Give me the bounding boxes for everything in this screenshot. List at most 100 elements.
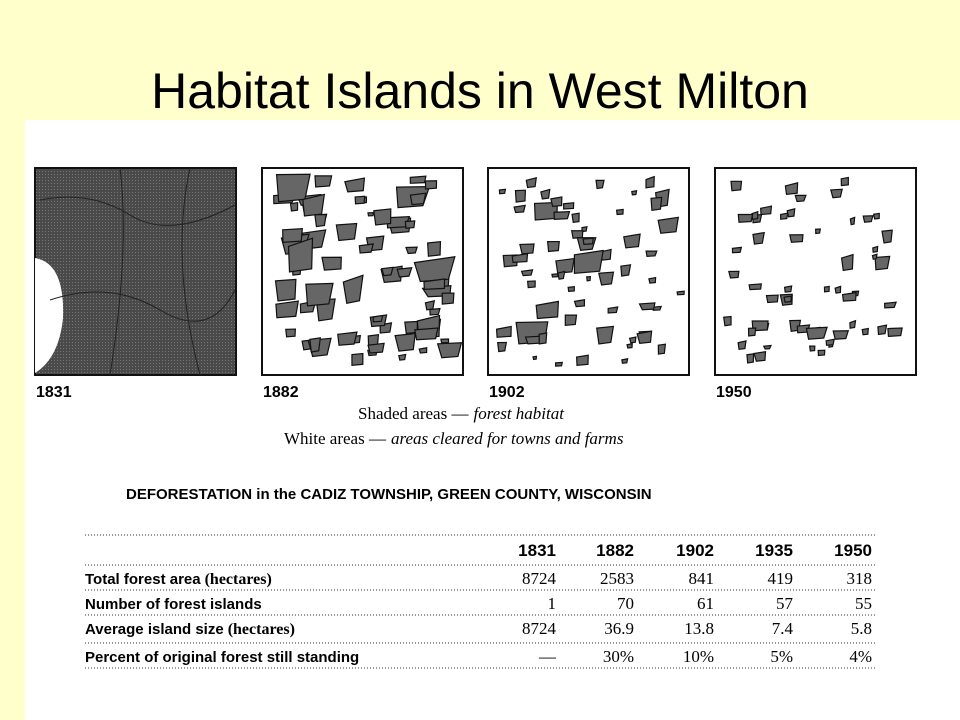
forest-patch xyxy=(573,249,604,274)
forest-patch xyxy=(344,177,366,193)
forest-patch xyxy=(805,326,828,340)
forest-patch xyxy=(525,176,537,189)
column-header: 1950 xyxy=(834,541,872,560)
forest-patch xyxy=(615,208,624,216)
forest-patch xyxy=(849,216,856,226)
forest-patch xyxy=(765,294,779,304)
forest-patch xyxy=(394,332,416,352)
forest-patch xyxy=(746,353,755,364)
forest-patch xyxy=(555,257,575,274)
table-cell: 30% xyxy=(603,647,634,666)
forest-patch xyxy=(367,342,385,354)
forest-patch xyxy=(429,307,441,316)
forest-patch xyxy=(550,196,563,208)
forest-patch xyxy=(314,213,327,228)
table-cell: 36.9 xyxy=(604,619,634,638)
forest-patch xyxy=(595,179,605,190)
forest-patch xyxy=(337,331,358,346)
legend-text: areas cleared for towns and farms xyxy=(391,429,624,448)
forest-patch xyxy=(398,353,407,361)
forest-patch xyxy=(575,354,589,366)
forest-patch xyxy=(730,180,743,192)
forest-patch xyxy=(871,253,878,260)
forest-patch xyxy=(815,228,822,235)
forest-patch xyxy=(514,189,527,203)
slide-title: Habitat Islands in West Milton xyxy=(151,63,809,119)
forest-patch xyxy=(861,327,869,336)
table-cell: — xyxy=(538,647,557,666)
row-label-text: Percent of original forest still standin… xyxy=(85,649,359,666)
table-cell: 419 xyxy=(768,569,794,588)
forest-patch xyxy=(570,230,584,239)
forest-patch xyxy=(808,345,816,352)
table-cell: 1 xyxy=(548,594,557,613)
forest-patch xyxy=(872,245,879,253)
map-label: 1950 xyxy=(716,384,752,401)
forest-patch xyxy=(564,314,578,327)
forest-patch xyxy=(282,227,303,243)
forest-patch xyxy=(436,342,463,359)
forest-patch xyxy=(636,330,653,344)
forest-patch xyxy=(586,275,592,282)
forest-patch xyxy=(524,335,541,345)
legend-text: forest habitat xyxy=(473,404,565,423)
forest-patch xyxy=(414,327,439,341)
forest-patch xyxy=(555,361,563,367)
forest-patch xyxy=(874,255,891,271)
row-unit: (hectares) xyxy=(228,621,295,638)
forest-patch xyxy=(877,324,888,336)
forest-patch xyxy=(737,213,754,223)
forest-patch xyxy=(526,280,536,289)
forest-patch xyxy=(794,194,807,203)
forest-patch xyxy=(840,176,849,187)
forest-patch xyxy=(305,282,334,307)
forest-patch xyxy=(519,243,535,255)
forest-patch xyxy=(373,208,392,226)
column-header: 1882 xyxy=(596,541,634,560)
forest-patch xyxy=(380,266,394,277)
forest-patch xyxy=(753,351,767,362)
forest-patch xyxy=(784,182,799,195)
forest-patch xyxy=(783,285,793,293)
table-cell: 5% xyxy=(770,647,793,666)
forest-patch xyxy=(441,292,455,305)
forest-patch xyxy=(648,276,657,284)
row-label-text: Number of forest islands xyxy=(85,596,262,613)
forest-patch xyxy=(275,173,311,203)
forest-patch xyxy=(881,229,893,244)
row-label: Percent of original forest still standin… xyxy=(85,649,359,666)
forest-patch xyxy=(513,204,526,214)
table-cell: 8724 xyxy=(522,619,557,638)
forest-patch xyxy=(830,188,843,199)
table-cell: 13.8 xyxy=(684,619,714,638)
forest-patch xyxy=(553,210,571,220)
forest-patch xyxy=(404,220,416,229)
forest-patch xyxy=(563,202,575,210)
forest-patch xyxy=(596,325,615,345)
legend-label: White areas — xyxy=(284,429,387,448)
row-label: Average island size (hectares) xyxy=(85,621,295,638)
forest-patch xyxy=(621,357,629,364)
forest-patch xyxy=(747,327,757,337)
forest-patch xyxy=(309,337,322,353)
forest-patch xyxy=(495,325,512,338)
forest-patch xyxy=(440,338,450,344)
column-header: 1831 xyxy=(518,541,556,560)
forest-patch xyxy=(676,290,685,296)
forest-patch xyxy=(571,212,580,224)
forest-patch xyxy=(737,340,747,350)
forest-patch xyxy=(832,330,850,340)
forest-patch xyxy=(413,256,456,283)
forest-patch xyxy=(302,193,326,217)
table-cell: 841 xyxy=(689,569,715,588)
forest-patch xyxy=(748,283,762,291)
forest-patch xyxy=(582,237,594,245)
forest-patch xyxy=(498,188,507,195)
table-cell: 55 xyxy=(855,594,872,613)
forest-patch xyxy=(321,256,342,271)
forest-patch xyxy=(275,300,300,319)
forest-patch xyxy=(598,271,615,286)
forest-patch xyxy=(573,299,586,308)
map-label: 1902 xyxy=(489,384,525,401)
